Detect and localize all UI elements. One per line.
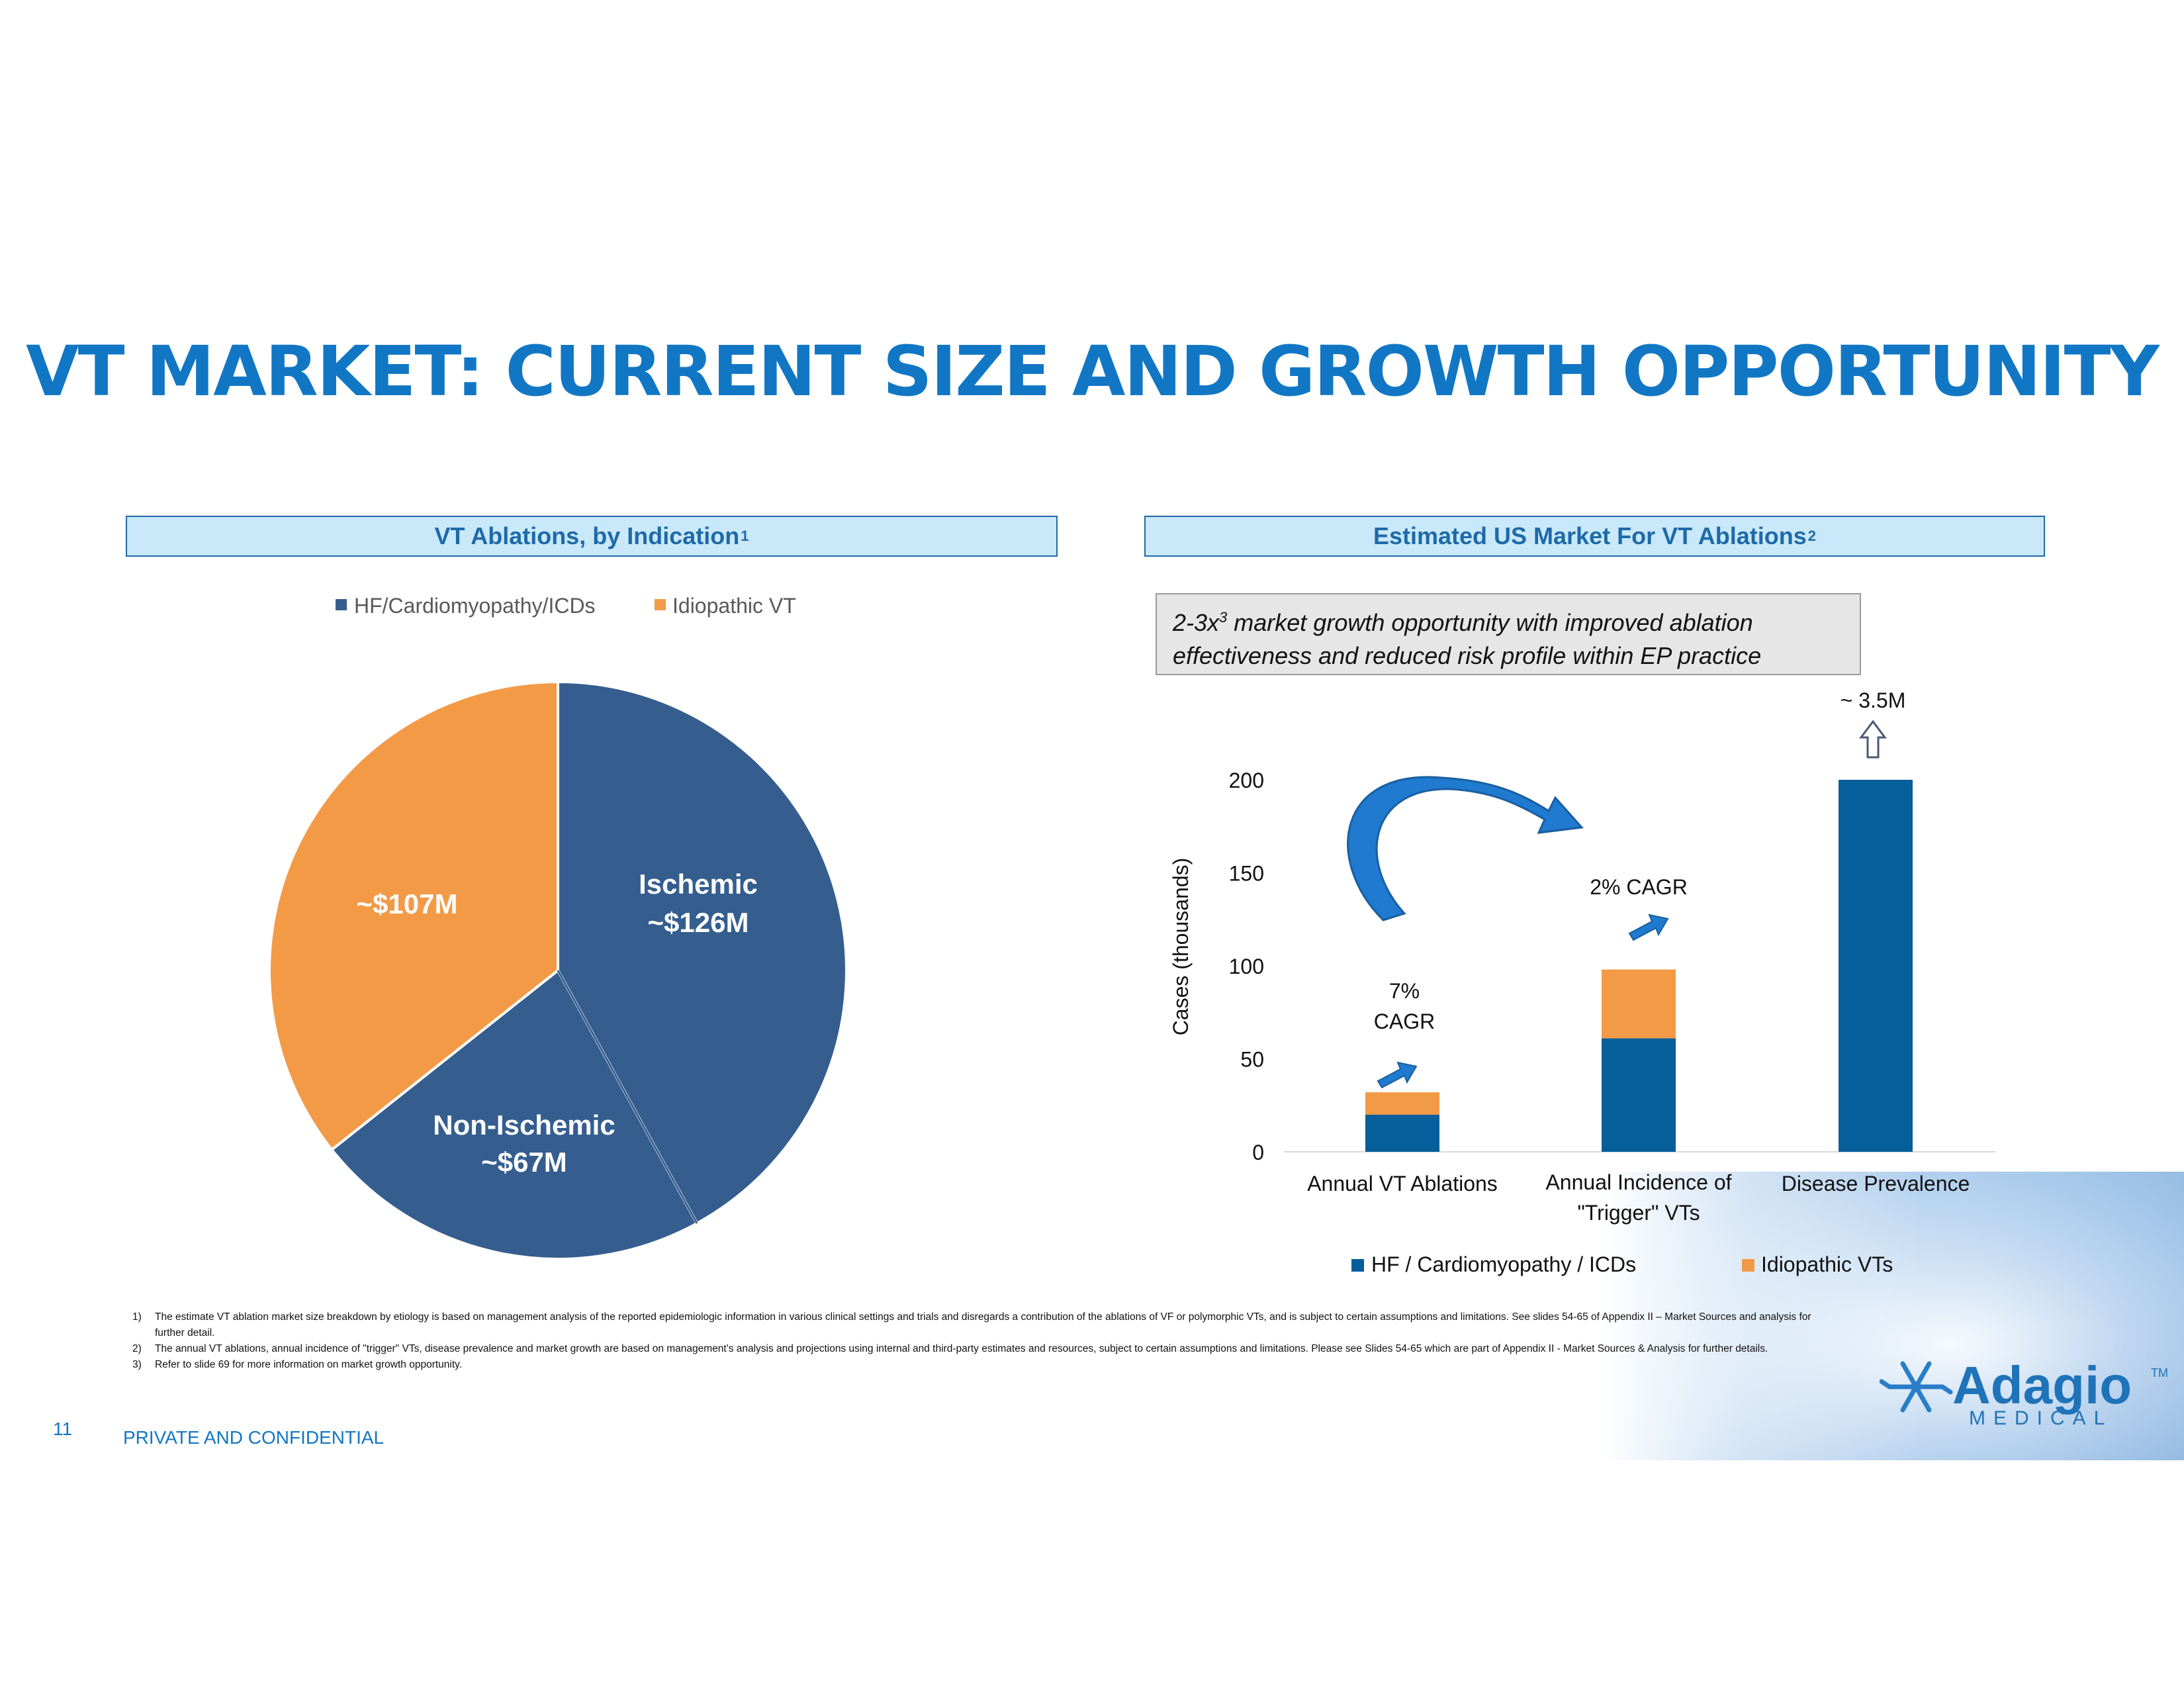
bar-y-tick: 50 <box>1240 1048 1264 1072</box>
pie-label-non-ischemic: Non-Ischemic <box>433 1109 615 1141</box>
page-number: 11 <box>53 1419 73 1439</box>
bar-idiopathic-2 <box>1602 969 1676 1039</box>
logo-name: Adagio <box>1952 1356 2132 1415</box>
callout-text: market growth opportunity with improved … <box>1173 609 1762 669</box>
footnote-2: 2) The annual VT ablations, annual incide… <box>132 1343 1768 1354</box>
bar-legend-swatch-hf <box>1351 1259 1364 1272</box>
callout-footnote-ref: 3 <box>1219 609 1228 626</box>
bar-y-tick: 0 <box>1252 1141 1264 1164</box>
bar-header-text: Estimated US Market For VT Ablations <box>1373 522 1807 549</box>
pie-slice-2 <box>330 968 699 1260</box>
ice-background-image <box>1602 1172 2184 1460</box>
cagr-annotation-2: 2% CAGR <box>1590 875 1688 899</box>
bar-category-label: Disease Prevalence <box>1782 1172 1970 1196</box>
curved-growth-arrow-icon <box>1347 776 1584 921</box>
callout-prefix: 2-3x <box>1173 609 1220 636</box>
pie-header-text: VT Ablations, by Indication <box>434 522 740 549</box>
pie-legend-swatch-idiopathic <box>655 599 666 610</box>
bar-legend-swatch-idiopathic <box>1742 1259 1754 1272</box>
bar-y-tick: 150 <box>1229 862 1264 886</box>
pie-header-footnote-ref: 1 <box>741 528 749 544</box>
footnote-3: 3) Refer to slide 69 for more information… <box>132 1359 463 1370</box>
cagr-arrow-2-icon <box>1628 914 1669 941</box>
pie-value-non-ischemic: ~$67M <box>481 1147 567 1178</box>
pie-value-idiopathic: ~$107M <box>357 888 458 919</box>
bar-y-tick: 200 <box>1229 769 1264 792</box>
bar-idiopathic-1 <box>1365 1092 1439 1115</box>
bar-category-label: Annual VT Ablations <box>1307 1172 1498 1196</box>
cagr-annotation-1: CAGR <box>1374 1009 1435 1033</box>
bar-hf-2 <box>1602 1038 1676 1152</box>
bar-category-label: Annual Incidence of <box>1545 1170 1731 1194</box>
growth-callout: 2-3x3 market growth opportunity with imp… <box>1156 593 1861 675</box>
pie-legend-swatch-hf <box>336 599 347 610</box>
bar-hf-3 <box>1839 780 1913 1152</box>
cagr-arrow-1-icon <box>1377 1061 1418 1089</box>
bar-category-label: "Trigger" VTs <box>1577 1201 1700 1225</box>
pie-slice-3 <box>268 680 559 1152</box>
footnotes: 1) The estimate VT ablation market size b… <box>132 1309 1827 1373</box>
adagio-medical-logo: Adagio TM MEDICAL <box>1880 1356 2168 1429</box>
bar-legend-label-idiopathic: Idiopathic VTs <box>1761 1252 1893 1276</box>
prevalence-annotation: ~ 3.5M <box>1841 688 1906 712</box>
bar-header-footnote-ref: 2 <box>1807 528 1817 544</box>
pie-divider-gap <box>557 970 698 1224</box>
pie-legend-label-idiopathic: Idiopathic VT <box>672 594 796 618</box>
bar-section-header: Estimated US Market For VT Ablations 2 <box>1144 516 2045 557</box>
logo-sub: MEDICAL <box>1969 1407 2113 1429</box>
bar-chart: 0 50 100 150 200 Cases (thousands) Annual VT A… <box>1169 688 1995 1276</box>
pie-section-header: VT Ablations, by Indication 1 <box>126 516 1058 557</box>
bar-y-axis-label: Cases (thousands) <box>1169 858 1193 1036</box>
footnote-1: 1) The estimate VT ablation market size b… <box>132 1311 1811 1338</box>
bar-y-tick: 100 <box>1229 955 1264 978</box>
confidential-label: PRIVATE AND CONFIDENTIAL <box>123 1427 385 1448</box>
pie-legend-label-hf: HF/Cardiomyopathy/ICDs <box>354 594 596 618</box>
pie-slice-1 <box>557 680 848 1225</box>
prevalence-up-arrow-icon <box>1859 720 1887 759</box>
bar-hf-1 <box>1365 1114 1439 1152</box>
pie-chart: Ischemic ~$126M Non-Ischemic ~$67M ~$107M HF/… <box>268 594 848 1260</box>
logo-tm: TM <box>2151 1366 2168 1380</box>
bar-legend-label-hf: HF / Cardiomyopathy / ICDs <box>1371 1252 1636 1276</box>
pie-value-ischemic: ~$126M <box>648 907 749 938</box>
snowflake-icon <box>1880 1361 1953 1413</box>
page-title: VT MARKET: CURRENT SIZE AND GROWTH OPPOR… <box>26 331 2160 412</box>
cagr-annotation-1: 7% <box>1389 979 1420 1003</box>
pie-label-ischemic: Ischemic <box>639 868 758 900</box>
